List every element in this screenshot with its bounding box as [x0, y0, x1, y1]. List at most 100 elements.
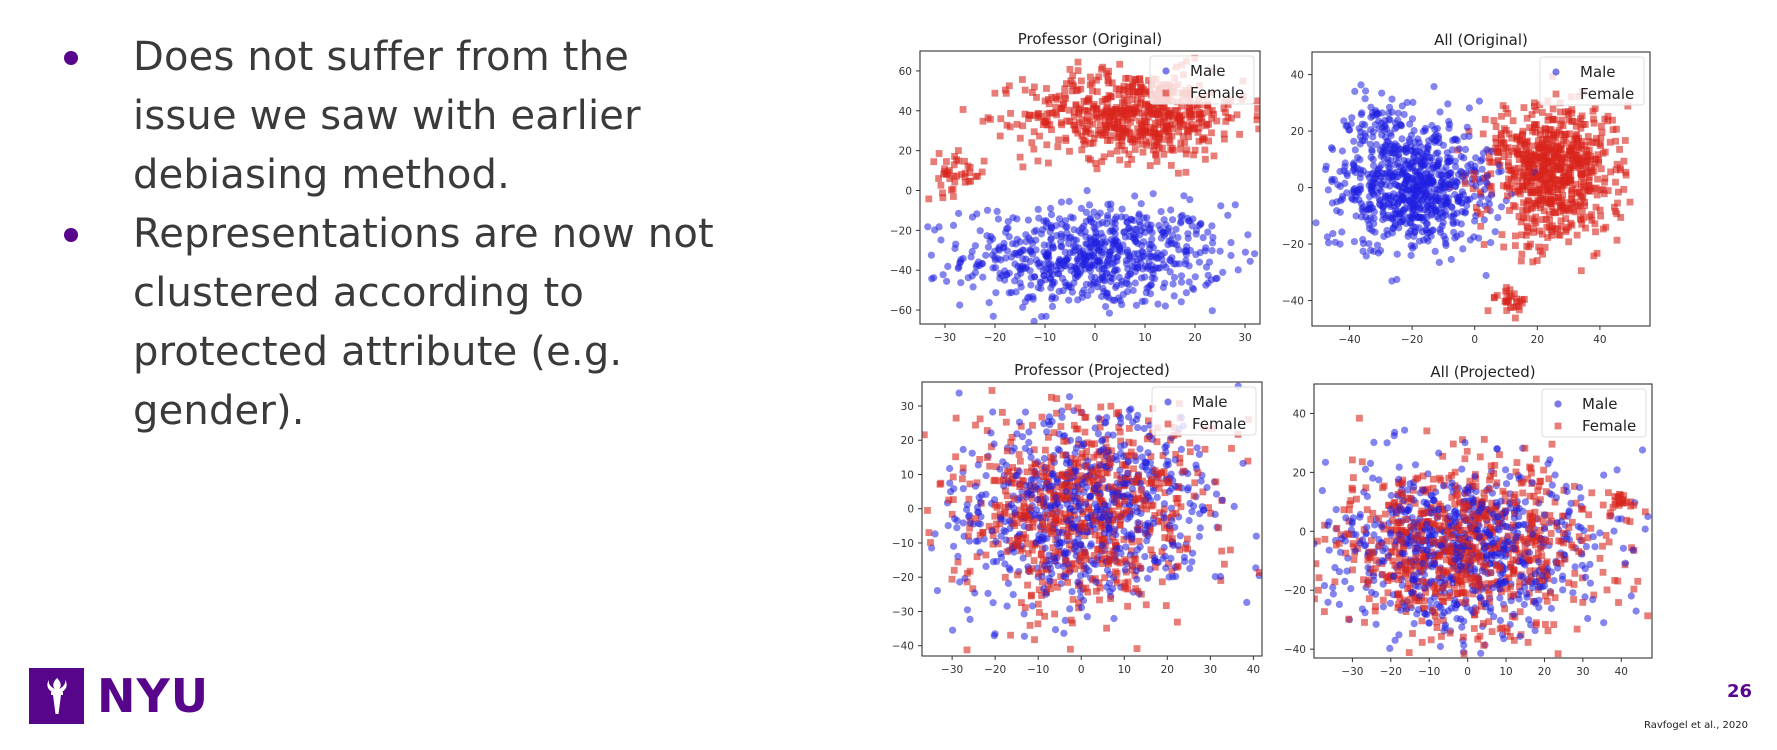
female-point	[1179, 132, 1187, 140]
female-point	[1592, 203, 1600, 211]
female-point	[1160, 118, 1167, 126]
male-point	[1133, 508, 1142, 516]
female-point	[1067, 471, 1075, 479]
female-point	[1539, 216, 1546, 223]
male-point	[1353, 164, 1361, 172]
female-point	[1207, 510, 1215, 517]
female-point	[1090, 476, 1098, 484]
female-point	[969, 585, 977, 593]
female-point	[1069, 596, 1077, 603]
female-point	[1037, 488, 1044, 495]
female-point	[1463, 447, 1471, 455]
female-point	[1549, 172, 1557, 179]
male-point	[1095, 513, 1104, 522]
female-point	[1557, 131, 1565, 138]
male-point	[979, 273, 987, 281]
male-point	[1052, 494, 1060, 502]
male-point	[1329, 583, 1337, 592]
female-point	[999, 409, 1006, 416]
male-point	[1423, 144, 1431, 152]
female-point	[1519, 489, 1527, 497]
male-point	[1182, 256, 1190, 265]
male-point	[1427, 178, 1435, 186]
female-point	[1531, 99, 1538, 107]
male-point	[1389, 215, 1397, 223]
female-point	[1039, 468, 1046, 476]
male-point	[939, 271, 947, 279]
female-point	[937, 479, 945, 487]
female-point	[1550, 148, 1558, 156]
male-point	[1050, 278, 1058, 286]
female-point	[1165, 535, 1173, 542]
male-point	[1465, 132, 1473, 140]
bullet-dot	[64, 228, 78, 242]
male-point	[954, 552, 962, 561]
y-tick-label: −60	[890, 305, 912, 317]
female-point	[1086, 73, 1094, 81]
female-point	[1490, 117, 1498, 124]
male-point	[1234, 266, 1242, 274]
female-point	[1565, 174, 1573, 182]
female-point	[1005, 82, 1013, 90]
female-point	[1515, 303, 1522, 310]
male-point	[1440, 167, 1448, 175]
male-point	[1026, 447, 1034, 456]
legend-female-marker	[1162, 89, 1170, 97]
male-point	[1095, 414, 1103, 422]
male-point	[1465, 104, 1473, 112]
male-point	[1455, 196, 1463, 204]
male-point	[1439, 213, 1447, 221]
female-point	[1088, 79, 1096, 87]
male-point	[1010, 548, 1018, 556]
male-point	[1408, 190, 1416, 198]
male-point	[1024, 216, 1032, 224]
female-point	[1528, 111, 1536, 118]
male-point	[1161, 443, 1169, 451]
female-point	[992, 520, 1000, 528]
male-point	[1124, 265, 1132, 273]
male-point	[1189, 549, 1197, 557]
male-point	[1162, 263, 1170, 271]
male-point	[1369, 474, 1377, 482]
female-point	[1253, 97, 1260, 105]
male-point	[1150, 519, 1158, 528]
female-point	[1547, 157, 1555, 165]
male-point	[1040, 584, 1048, 593]
female-point	[1541, 124, 1549, 132]
female-point	[1536, 181, 1543, 189]
male-point	[1142, 459, 1150, 467]
female-point	[1139, 148, 1147, 156]
female-point	[1477, 188, 1484, 196]
male-point	[1137, 200, 1145, 208]
male-point	[1075, 436, 1083, 444]
female-point	[1107, 483, 1115, 491]
male-point	[959, 519, 967, 527]
female-point	[1060, 437, 1068, 445]
female-point	[1176, 459, 1184, 467]
female-point	[1484, 307, 1492, 315]
female-point	[1101, 117, 1109, 125]
male-point	[1014, 251, 1022, 259]
male-point	[1004, 579, 1013, 588]
female-point	[1158, 103, 1166, 111]
female-point	[1016, 153, 1024, 161]
female-point	[1545, 113, 1553, 120]
female-point	[1513, 295, 1520, 303]
female-point	[1542, 560, 1550, 568]
female-point	[1213, 117, 1221, 125]
female-point	[1602, 532, 1610, 539]
female-point	[1008, 475, 1016, 482]
male-point	[1341, 163, 1349, 171]
male-point	[1216, 247, 1224, 255]
male-point	[1419, 195, 1427, 203]
female-point	[1072, 87, 1080, 95]
female-point	[1065, 524, 1072, 532]
male-point	[1113, 266, 1121, 274]
female-point	[1095, 493, 1103, 500]
female-point	[1204, 101, 1212, 108]
female-point	[1566, 147, 1573, 155]
female-point	[1522, 207, 1530, 215]
male-point	[1065, 393, 1074, 401]
male-point	[1411, 228, 1419, 237]
female-point	[1164, 124, 1172, 131]
